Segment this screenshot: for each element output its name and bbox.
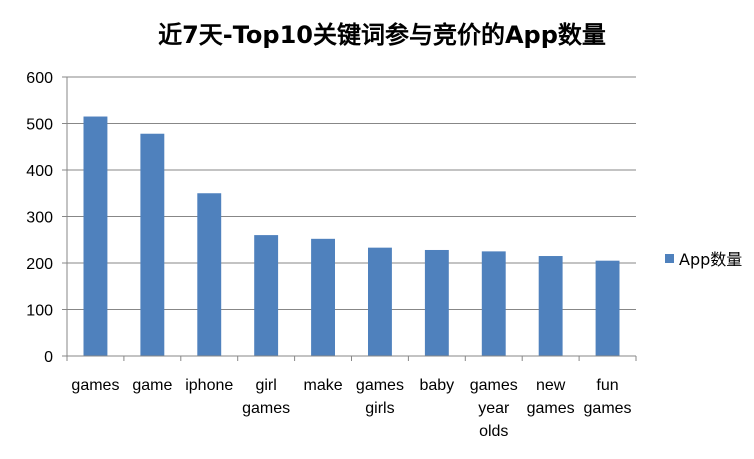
bar xyxy=(595,260,620,356)
y-tick-label: 200 xyxy=(26,256,53,273)
bar xyxy=(311,238,335,356)
y-tick-label: 0 xyxy=(44,349,53,366)
bar xyxy=(140,133,165,356)
legend-label: App数量 xyxy=(679,250,742,269)
bar xyxy=(481,251,506,356)
bar xyxy=(368,247,392,356)
y-tick-label: 600 xyxy=(26,70,53,87)
y-axis-tick-labels: 0 100 200 300 400 500 600 xyxy=(26,70,67,366)
x-tick-label: make xyxy=(303,377,342,394)
chart-title: 近7天-Top10关键词参与竞价的App数量 xyxy=(158,21,606,49)
x-tick-label: baby xyxy=(419,377,454,394)
bar xyxy=(83,116,108,357)
x-tick-label: games xyxy=(71,377,119,394)
x-tick-label: girl games xyxy=(242,377,290,417)
x-tick-label: new games xyxy=(527,377,575,417)
x-tick-label: games year olds xyxy=(470,377,518,440)
bar xyxy=(424,249,449,356)
bars xyxy=(83,116,620,357)
x-axis-tick-labels: games game iphone girl games make games girls ba… xyxy=(71,377,631,440)
legend-swatch xyxy=(665,254,674,263)
y-tick-label: 500 xyxy=(26,117,53,134)
x-tick-label: games girls xyxy=(356,377,404,417)
x-tick-label: fun games xyxy=(584,377,632,417)
y-tick-label: 300 xyxy=(26,210,53,227)
legend: App数量 xyxy=(665,250,742,269)
bar xyxy=(254,235,279,356)
y-tick-label: 100 xyxy=(26,303,53,320)
x-tick-label: iphone xyxy=(185,377,233,394)
y-tick-label: 400 xyxy=(26,163,53,180)
bar xyxy=(197,193,222,356)
x-tick-label: game xyxy=(132,377,172,394)
bar xyxy=(538,256,563,356)
